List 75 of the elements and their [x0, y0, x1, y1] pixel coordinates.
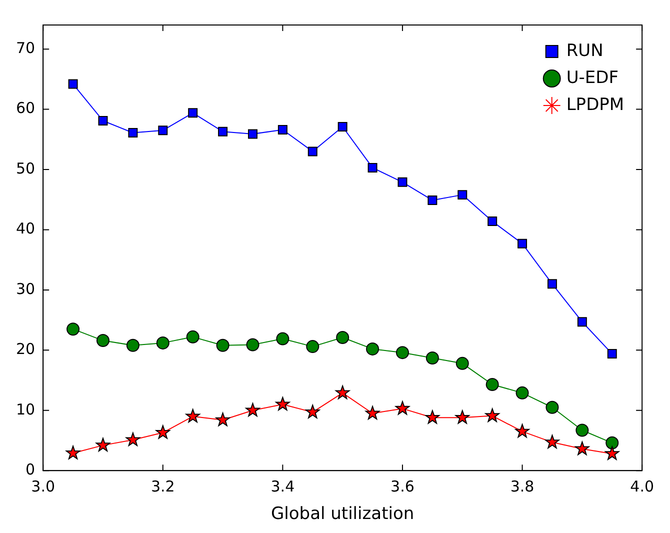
- point: [458, 190, 468, 200]
- x-tick-label: 3.8: [510, 477, 534, 496]
- point: [96, 438, 110, 452]
- y-tick-label: 60: [16, 99, 36, 118]
- point: [365, 406, 380, 420]
- point: [246, 402, 260, 417]
- point: [66, 322, 80, 336]
- point: [338, 122, 348, 132]
- point: [428, 195, 438, 205]
- point: [126, 338, 140, 352]
- point: [246, 338, 260, 352]
- point: [276, 332, 290, 346]
- point: [577, 317, 587, 327]
- point: [218, 126, 228, 136]
- point: [425, 410, 440, 424]
- x-tick-label: 3.0: [31, 477, 56, 496]
- point: [128, 128, 138, 138]
- point: [545, 434, 560, 448]
- point: [546, 400, 559, 414]
- point: [516, 386, 529, 400]
- point: [68, 79, 78, 89]
- point: [368, 162, 378, 172]
- y-tick-label: 20: [16, 340, 36, 358]
- point: [455, 410, 470, 424]
- x-axis-title: Global utilization: [271, 504, 414, 524]
- point: [485, 408, 500, 422]
- point: [518, 238, 528, 248]
- point: [366, 342, 380, 356]
- point: [395, 401, 410, 415]
- point: [604, 446, 620, 460]
- x-tick-label: 3.6: [390, 477, 414, 496]
- x-tick-label: 3.2: [150, 477, 175, 496]
- point: [278, 125, 288, 135]
- y-tick-label: 50: [16, 159, 36, 178]
- point: [426, 351, 439, 364]
- point: [98, 116, 108, 126]
- point: [186, 330, 200, 344]
- point: [156, 336, 170, 350]
- point: [96, 334, 110, 348]
- point: [248, 129, 258, 139]
- legend-label: U-EDF: [566, 68, 619, 88]
- point: [216, 338, 230, 352]
- point: [66, 446, 80, 460]
- point: [575, 441, 590, 456]
- legend-label: RUN: [566, 40, 604, 61]
- point: [216, 412, 230, 426]
- point: [398, 177, 408, 187]
- legend-label: LPDPM: [566, 94, 624, 115]
- point: [276, 396, 290, 411]
- point: [305, 404, 320, 418]
- point: [606, 436, 619, 450]
- point: [306, 340, 320, 354]
- point: [186, 408, 200, 423]
- y-tick-label: 10: [16, 400, 36, 418]
- point: [126, 432, 140, 446]
- point: [308, 146, 318, 156]
- x-tick-label: 4.0: [630, 477, 654, 496]
- point: [335, 385, 350, 400]
- point: [576, 424, 589, 437]
- point: [336, 331, 350, 344]
- point: [486, 378, 499, 391]
- point: [547, 279, 557, 289]
- y-tick-label: 70: [16, 38, 36, 57]
- x-tick-label: 3.4: [270, 477, 295, 496]
- point: [488, 216, 498, 226]
- point: [456, 356, 469, 370]
- point: [396, 346, 409, 360]
- point: [515, 424, 530, 438]
- y-tick-label: 0: [26, 460, 36, 478]
- y-tick-label: 30: [16, 280, 36, 298]
- point: [158, 126, 168, 136]
- point: [607, 349, 617, 359]
- y-tick-label: 40: [16, 220, 36, 238]
- point: [156, 425, 170, 439]
- point: [188, 108, 198, 118]
